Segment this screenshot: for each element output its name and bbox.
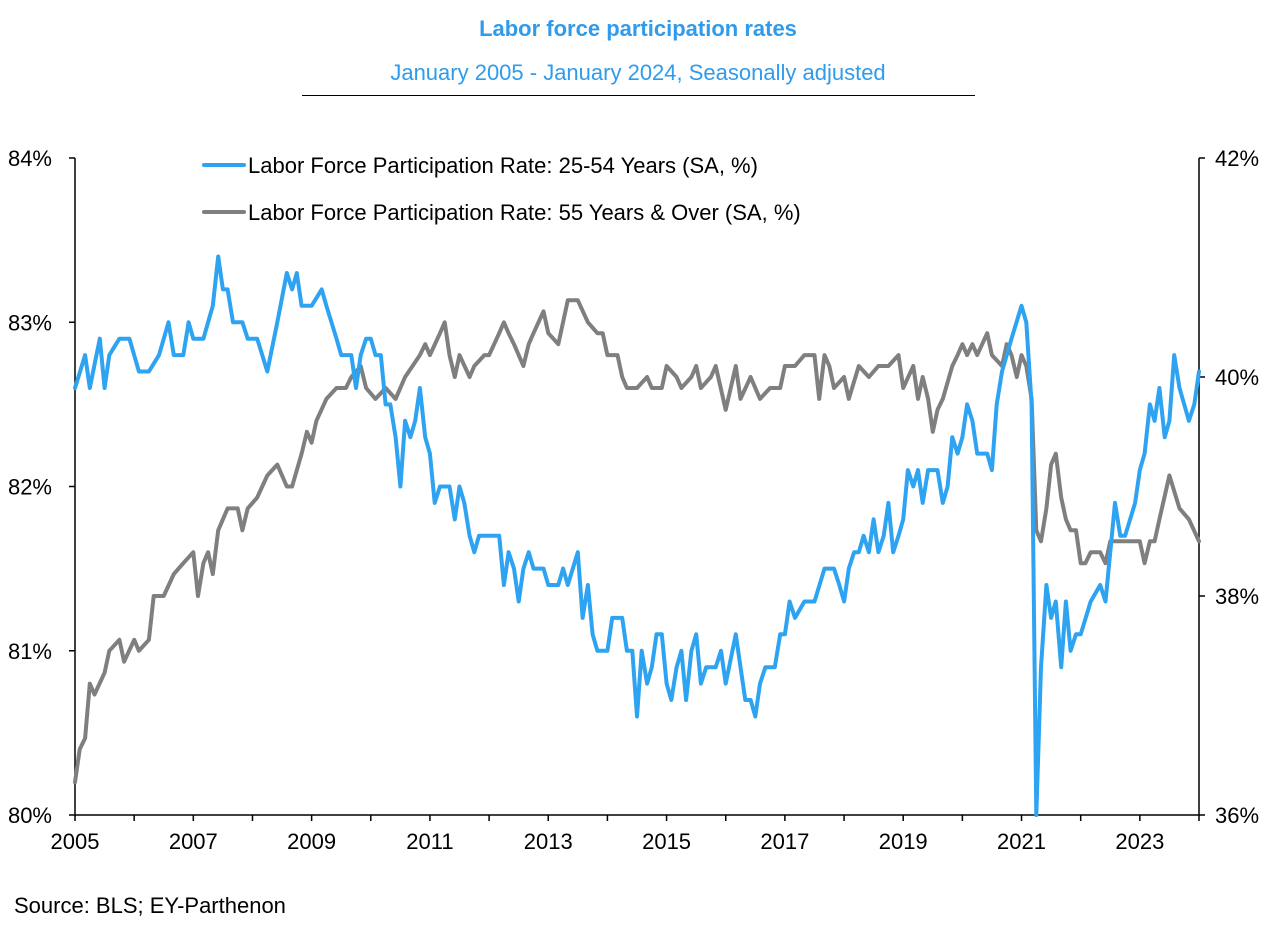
x-tick-label: 2013 [524, 829, 573, 854]
y-left-tick-label: 84% [8, 146, 52, 171]
legend-label-55-over: Labor Force Participation Rate: 55 Years… [248, 200, 801, 225]
x-tick-label: 2023 [1115, 829, 1164, 854]
legend-label-25-54: Labor Force Participation Rate: 25-54 Ye… [248, 153, 758, 178]
series-layer [73, 254, 1201, 817]
x-tick-label: 2011 [406, 829, 453, 854]
legend: Labor Force Participation Rate: 25-54 Ye… [202, 153, 801, 225]
y-left-tick-label: 83% [8, 310, 52, 335]
line-chart: 2005 2007 2009 2011 2013 2015 2017 2019 2021 2023… [8, 146, 1259, 854]
y-right-tick-label: 42% [1215, 146, 1259, 171]
axes: 2005 2007 2009 2011 2013 2015 2017 2019 2021 2023… [8, 146, 1259, 854]
y-right-tick-label: 36% [1215, 803, 1259, 828]
y-right-tick-label: 40% [1215, 365, 1259, 390]
y-left-tick-label: 81% [8, 639, 52, 664]
source-note: Source: BLS; EY-Parthenon [14, 893, 286, 918]
y-right-tick-label: 38% [1215, 584, 1259, 609]
series-line-25-54 [73, 254, 1201, 817]
chart-title: Labor force participation rates [479, 16, 797, 41]
x-tick-label: 2009 [287, 829, 336, 854]
x-tick-label: 2021 [997, 829, 1046, 854]
x-tick-label: 2019 [879, 829, 928, 854]
title-divider [302, 95, 975, 96]
x-tick-label: 2005 [51, 829, 100, 854]
y-left-tick-label: 80% [8, 803, 52, 828]
x-tick-label: 2007 [169, 829, 218, 854]
chart-subtitle: January 2005 - January 2024, Seasonally … [390, 60, 886, 85]
x-tick-label: 2017 [760, 829, 809, 854]
x-tick-label: 2015 [642, 829, 691, 854]
y-left-tick-label: 82% [8, 475, 52, 500]
